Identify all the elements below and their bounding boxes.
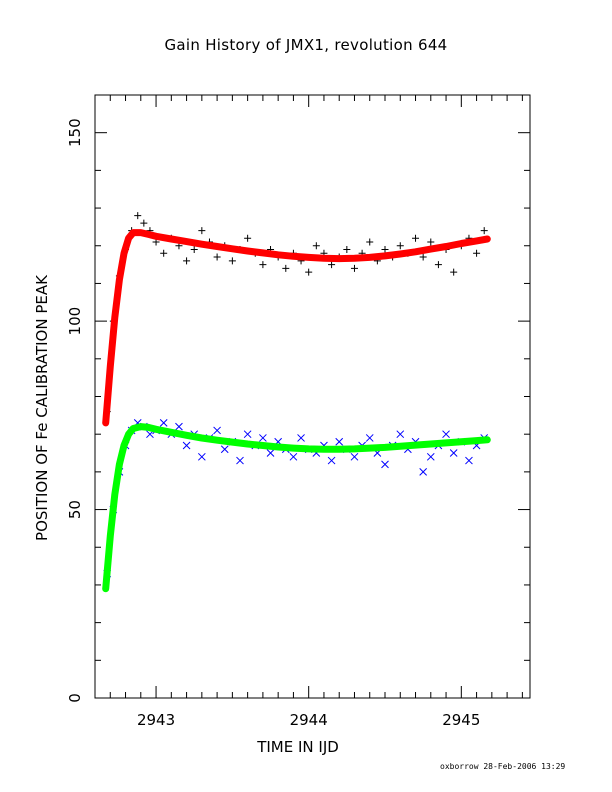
y-tick-label: 150 bbox=[66, 118, 84, 147]
data-point-cross bbox=[297, 434, 305, 442]
data-point-plus bbox=[366, 238, 374, 246]
data-point-cross bbox=[381, 460, 389, 469]
data-point-plus bbox=[450, 268, 458, 276]
data-point-cross bbox=[259, 434, 267, 442]
data-point-plus bbox=[381, 246, 389, 254]
series-0 bbox=[103, 212, 488, 416]
data-point-cross bbox=[465, 456, 473, 465]
data-point-plus bbox=[259, 261, 267, 269]
data-point-plus bbox=[412, 234, 420, 242]
data-point-cross bbox=[220, 445, 229, 454]
series-3 bbox=[102, 423, 491, 593]
data-point-plus bbox=[419, 253, 427, 261]
data-point-cross bbox=[396, 430, 405, 439]
data-point-plus bbox=[244, 234, 252, 242]
x-tick-label: 2944 bbox=[290, 711, 328, 729]
data-point-plus bbox=[140, 219, 148, 227]
data-point-plus bbox=[328, 261, 336, 269]
data-point-cross bbox=[365, 434, 374, 442]
chart-title: Gain History of JMX1, revolution 644 bbox=[164, 36, 448, 54]
data-point-plus bbox=[190, 246, 198, 254]
data-point-plus bbox=[350, 264, 358, 272]
data-point-plus bbox=[282, 264, 290, 272]
y-axis-label: POSITION OF Fe CALIBRATION PEAK bbox=[33, 275, 51, 541]
data-point-plus bbox=[134, 212, 142, 220]
data-marks bbox=[102, 212, 491, 593]
data-point-plus bbox=[305, 268, 313, 276]
x-axis-label: TIME IN IJD bbox=[257, 738, 339, 756]
data-point-cross bbox=[243, 430, 252, 439]
data-point-cross bbox=[327, 456, 336, 465]
data-point-cross bbox=[159, 419, 168, 427]
fit-curve bbox=[102, 423, 491, 593]
plot-frame bbox=[94, 94, 531, 699]
data-point-plus bbox=[312, 242, 320, 250]
data-point-cross bbox=[350, 452, 359, 461]
y-tick-label: 0 bbox=[66, 693, 84, 703]
data-point-cross bbox=[266, 449, 275, 457]
y-tick-label: 100 bbox=[66, 307, 84, 336]
data-point-plus bbox=[427, 238, 435, 246]
data-point-plus bbox=[198, 227, 206, 235]
data-point-plus bbox=[228, 257, 236, 265]
data-point-cross bbox=[419, 468, 428, 476]
data-point-plus bbox=[160, 249, 168, 257]
fit-curve bbox=[102, 229, 491, 427]
data-point-plus bbox=[213, 253, 221, 261]
data-point-cross bbox=[175, 422, 183, 431]
footer-stamp: oxborrow 28-Feb-2006 13:29 bbox=[440, 762, 566, 771]
data-point-cross bbox=[442, 430, 450, 439]
data-point-cross bbox=[213, 426, 221, 435]
data-point-cross bbox=[182, 441, 191, 450]
axis-ticks: 0 50 100 150 2943 2944 2945 bbox=[66, 94, 530, 729]
data-point-plus bbox=[343, 246, 351, 254]
data-point-plus bbox=[183, 257, 191, 265]
data-point-plus bbox=[473, 249, 481, 257]
x-tick-label: 2943 bbox=[137, 711, 175, 729]
data-point-plus bbox=[480, 227, 488, 235]
y-tick-label: 50 bbox=[66, 500, 84, 519]
data-point-cross bbox=[426, 452, 435, 461]
data-point-plus bbox=[396, 242, 404, 250]
data-point-plus bbox=[434, 261, 442, 269]
data-point-cross bbox=[449, 449, 458, 457]
data-point-cross bbox=[197, 452, 206, 461]
series-1 bbox=[102, 229, 491, 427]
data-point-cross bbox=[289, 452, 298, 461]
x-tick-label: 2945 bbox=[442, 711, 480, 729]
data-point-cross bbox=[236, 456, 244, 465]
data-point-cross bbox=[335, 437, 344, 446]
